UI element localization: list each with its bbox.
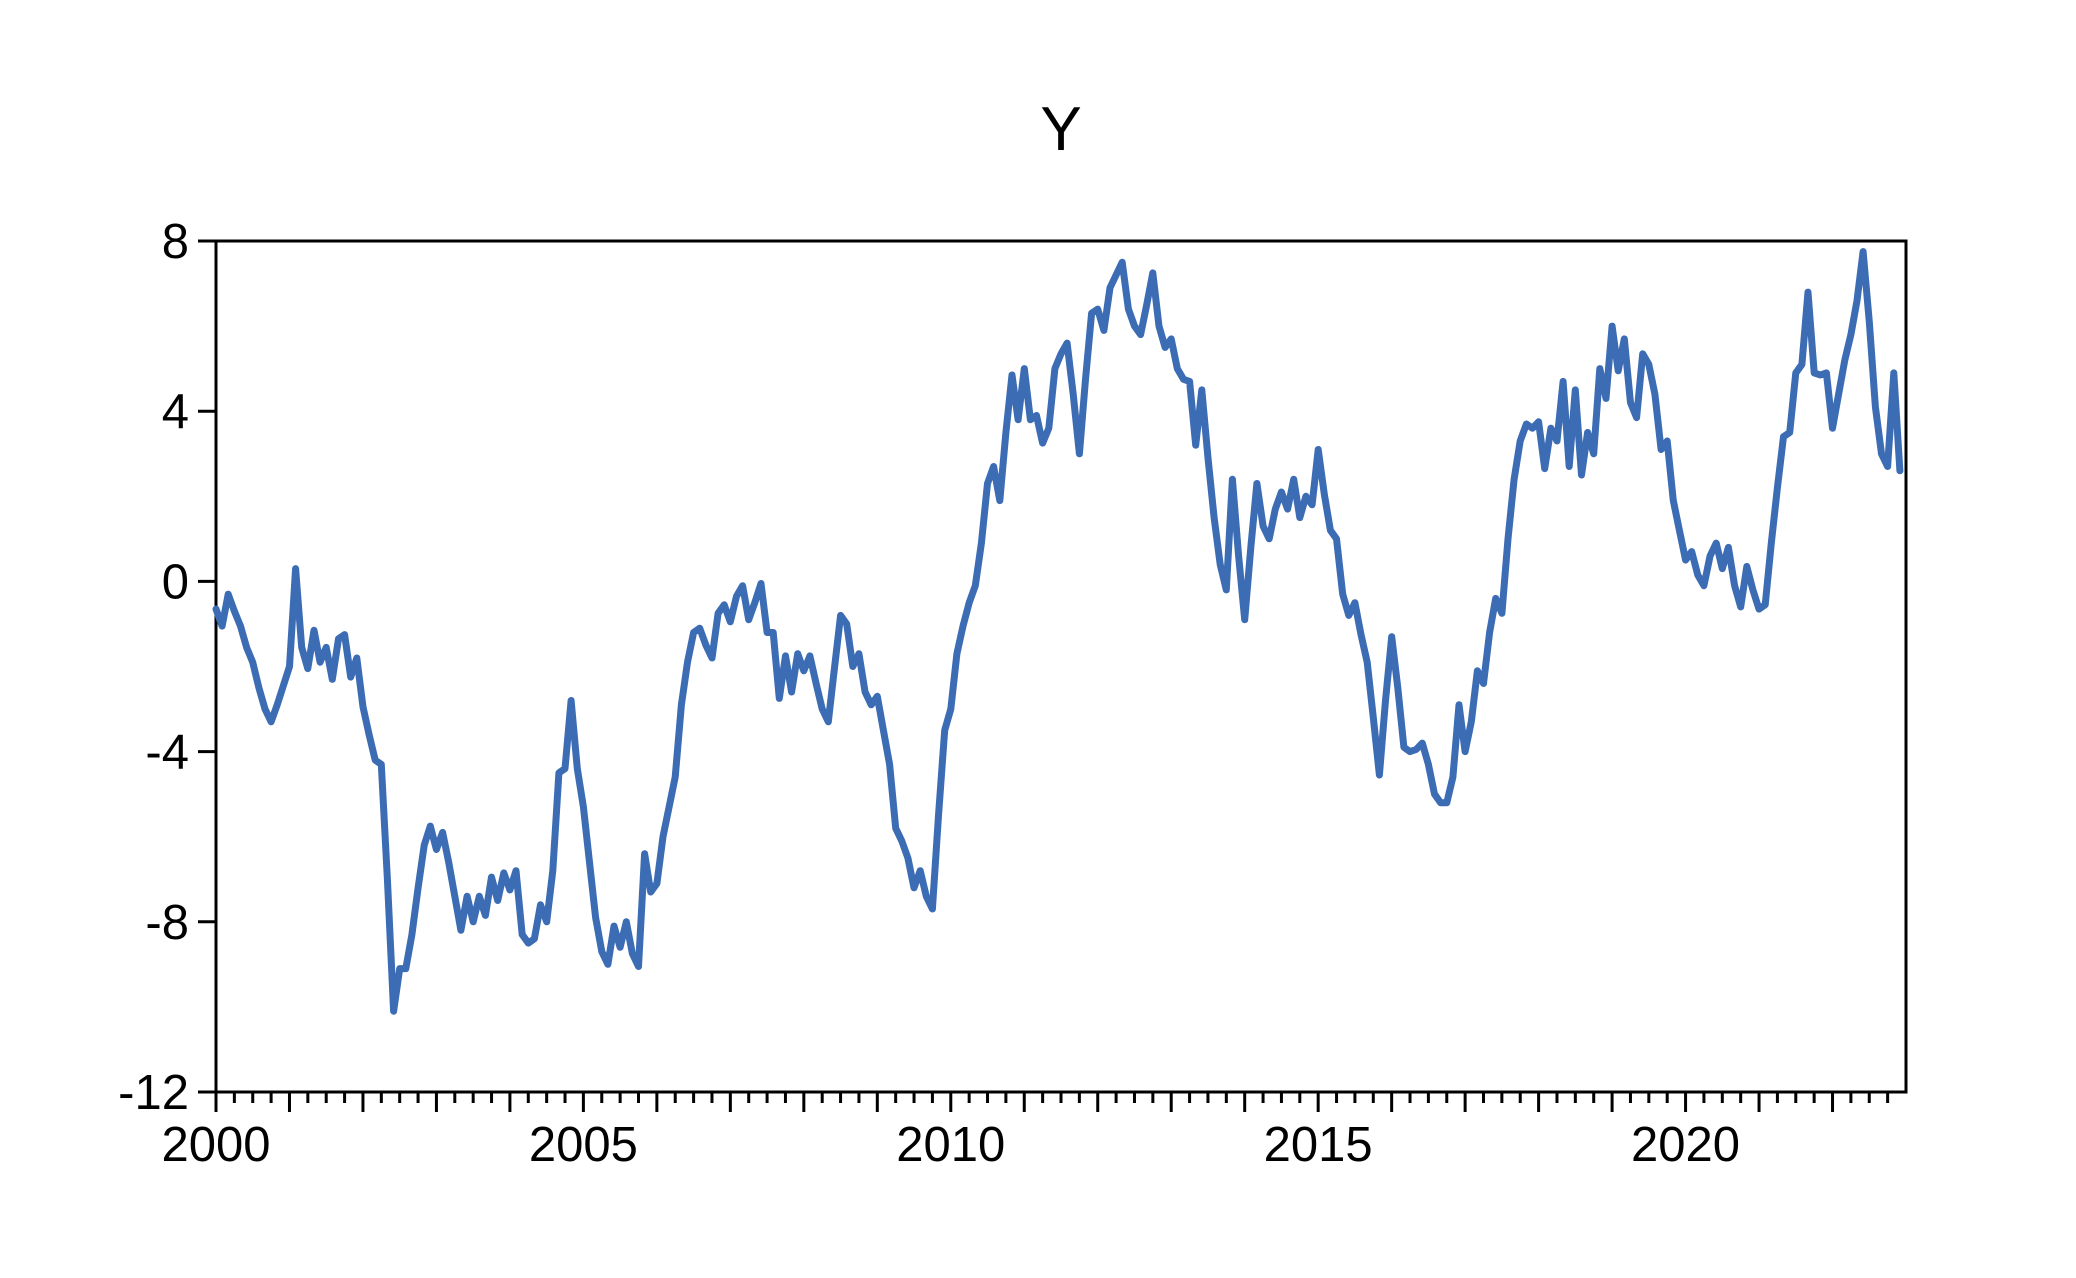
series-line-y [212,248,1904,1015]
x-axis-tick-label: 2000 [161,1118,270,1172]
x-axis-tick-label: 2005 [529,1118,638,1172]
axis-ticks [198,239,1890,1112]
y-axis-tick-label: 4 [162,385,189,439]
chart-title: Y [1040,95,1081,164]
y-axis-labels: 8 4 0 -4 -8 -12 [118,215,189,1120]
x-axis-tick-label: 2015 [1264,1118,1373,1172]
y-axis-tick-label: -8 [145,896,189,950]
y-axis-tick-label: 8 [162,215,189,269]
plot-frame [214,239,1908,1094]
x-axis-labels: 2000 2005 2010 2015 2020 [161,1118,1740,1172]
y-axis-tick-label: -12 [118,1066,189,1120]
y-axis-tick-label: -4 [145,726,189,780]
y-axis-tick-label: 0 [162,555,189,609]
x-axis-tick-label: 2010 [896,1118,1005,1172]
x-axis-tick-label: 2020 [1631,1118,1740,1172]
